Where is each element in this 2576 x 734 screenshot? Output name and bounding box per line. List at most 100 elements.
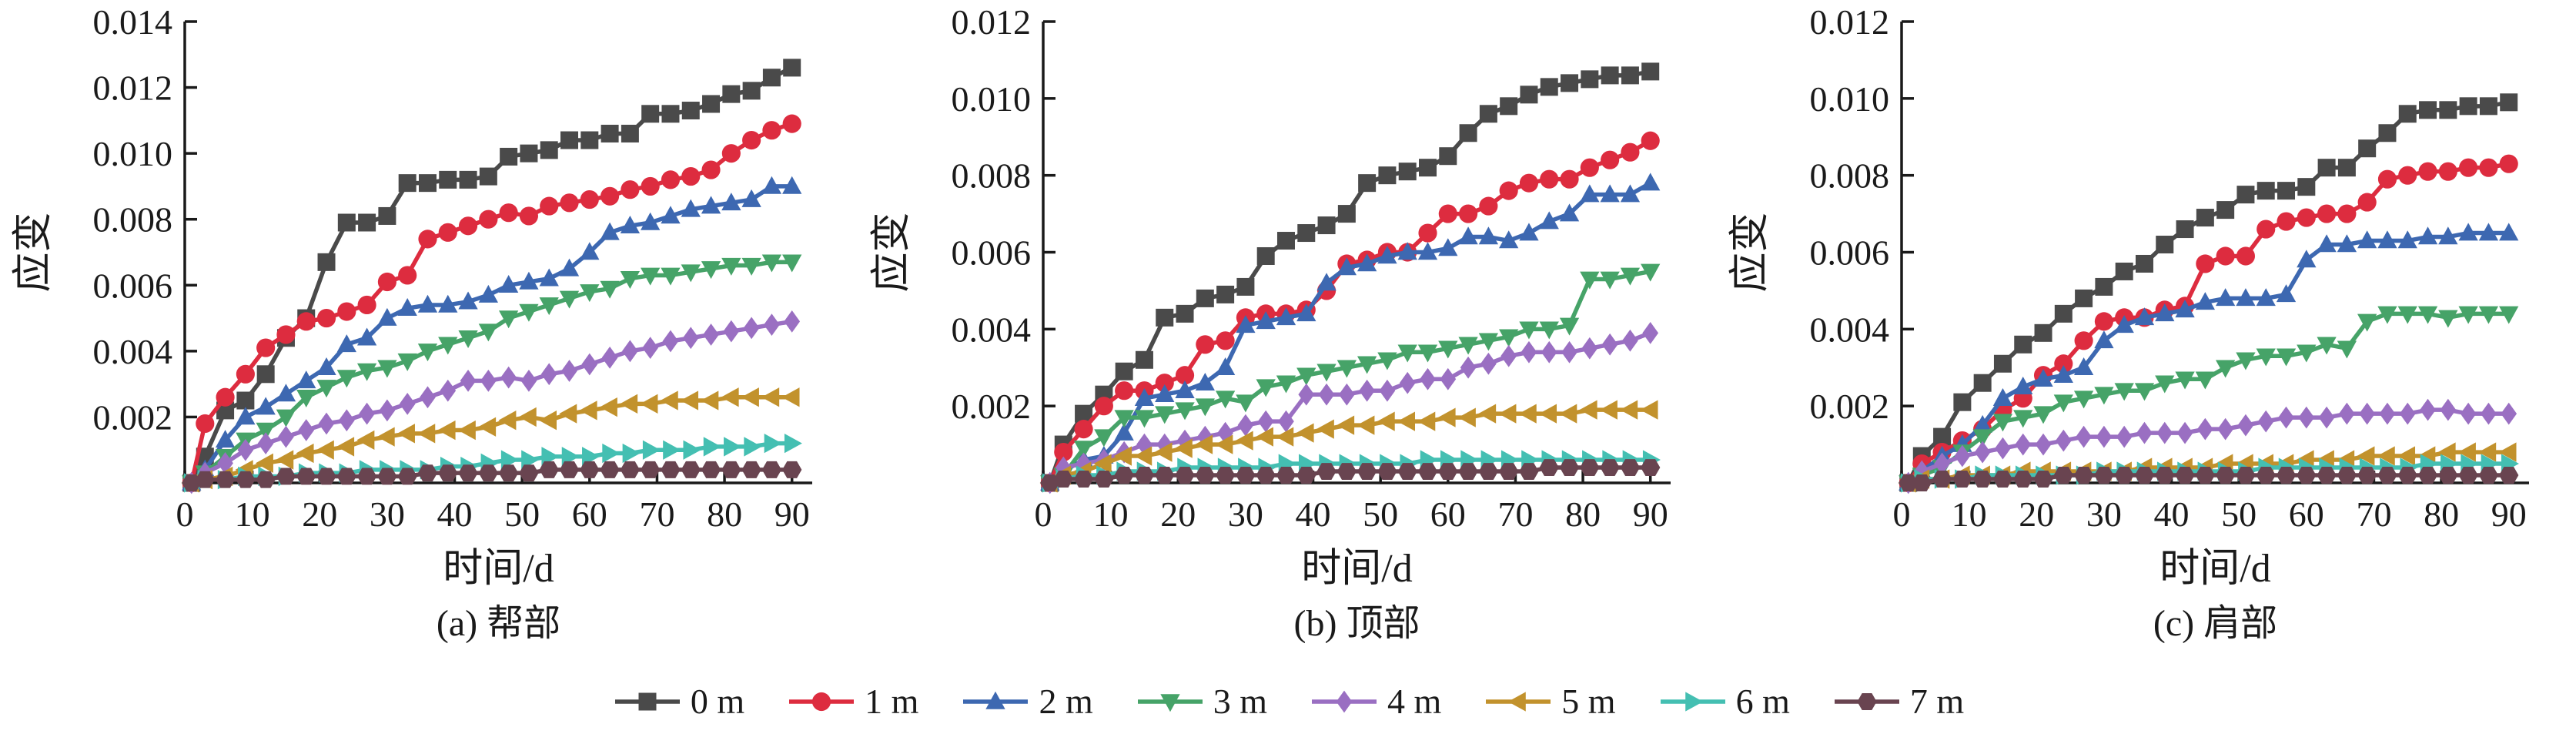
data-point [559, 404, 577, 424]
data-point [417, 294, 438, 313]
square-marker-icon [614, 692, 680, 710]
data-point [742, 82, 761, 100]
data-point [1276, 467, 1296, 484]
data-point [2357, 467, 2377, 484]
y-tick-label: 0.012 [952, 2, 1032, 42]
data-point [356, 468, 377, 485]
data-point [1540, 169, 1559, 189]
data-point [356, 363, 377, 381]
legend-marker [1684, 691, 1703, 712]
data-point [440, 379, 457, 402]
data-point [1500, 344, 1517, 367]
data-point [2317, 159, 2336, 177]
data-point [1972, 471, 1992, 488]
y-axis-label: 应变 [1728, 212, 1772, 292]
data-point [2175, 467, 2195, 484]
data-point [256, 365, 275, 384]
data-point [2337, 204, 2357, 223]
data-point [256, 471, 276, 488]
data-point [681, 461, 701, 478]
data-point [1256, 246, 1275, 265]
data-point [2438, 162, 2457, 181]
data-point [2015, 433, 2032, 456]
data-point [1236, 315, 1256, 333]
data-point [683, 440, 701, 460]
data-point [1458, 226, 1478, 245]
series-7m [1040, 459, 1661, 491]
data-point [520, 369, 537, 392]
data-point [741, 387, 759, 407]
data-point [1175, 402, 1195, 421]
data-point [1115, 362, 1133, 380]
data-point [1499, 230, 1519, 249]
x-tick-label: 10 [1093, 494, 1129, 534]
data-point [1417, 242, 1438, 260]
data-point [641, 176, 660, 196]
data-point [2014, 335, 2032, 354]
data-point [1440, 367, 1457, 390]
data-point [2094, 467, 2114, 484]
data-point [296, 389, 316, 407]
data-point [418, 174, 437, 193]
legend: 0 m 1 m 2 m 3 m 4 m 5 m 6 m 7 m [0, 669, 2576, 734]
data-point [1195, 372, 1215, 390]
data-point [2155, 467, 2175, 484]
data-point [480, 369, 497, 392]
data-point [1399, 371, 1416, 394]
y-tick-label: 0.002 [1810, 387, 1890, 426]
data-point [1359, 379, 1375, 402]
data-point [2034, 323, 2052, 342]
data-point [1993, 354, 2012, 373]
data-point [1640, 400, 1658, 420]
data-point [478, 284, 499, 303]
data-point [2175, 371, 2195, 390]
data-point [1561, 74, 1579, 92]
data-point [2175, 300, 2195, 318]
data-point [418, 230, 437, 249]
data-point [1973, 374, 1992, 392]
legend-label: 3 m [1213, 681, 1267, 721]
data-point [2438, 467, 2458, 484]
data-point [518, 407, 537, 427]
x-tick-label: 30 [2086, 494, 2122, 534]
x-tick-label: 60 [1430, 494, 1466, 534]
data-point [1519, 223, 1539, 241]
data-point [1499, 463, 1519, 480]
data-point [2257, 182, 2275, 200]
y-tick-label: 0.004 [952, 310, 1032, 349]
data-point [580, 284, 600, 303]
data-point [2073, 357, 2094, 376]
y-tick-label: 0.012 [93, 69, 173, 108]
data-point [457, 420, 476, 441]
triangle-right-marker-icon [1660, 691, 1725, 712]
data-point [1278, 410, 1294, 433]
y-tick-label: 0.008 [93, 200, 173, 240]
data-point [1316, 419, 1334, 439]
data-point [2500, 93, 2518, 112]
data-point [2094, 330, 2114, 349]
legend-item-2m: 2 m [960, 683, 1093, 719]
data-point [2437, 442, 2456, 462]
data-point [2377, 446, 2395, 466]
data-point [255, 453, 273, 473]
y-tick-label: 0.008 [952, 156, 1032, 196]
data-point [1114, 410, 1134, 428]
data-point [398, 266, 417, 285]
legend-label: 7 m [1909, 681, 1965, 721]
data-point [781, 387, 800, 407]
data-point [1256, 467, 1276, 484]
data-point [621, 180, 640, 199]
data-point [1397, 411, 1416, 431]
chart-a-plot: 0.002 0.004 0.006 0.008 0.010 0.012 0.014 0 10 20… [12, 2, 812, 591]
data-point [2379, 402, 2396, 425]
data-point [1276, 307, 1296, 326]
data-point [1600, 184, 1620, 203]
data-point [2438, 310, 2458, 328]
data-point [580, 242, 600, 260]
data-point [296, 312, 316, 331]
data-point [2155, 303, 2175, 322]
data-point [620, 216, 641, 234]
data-point [702, 95, 721, 113]
data-point [376, 427, 395, 447]
data-point [2156, 236, 2174, 254]
